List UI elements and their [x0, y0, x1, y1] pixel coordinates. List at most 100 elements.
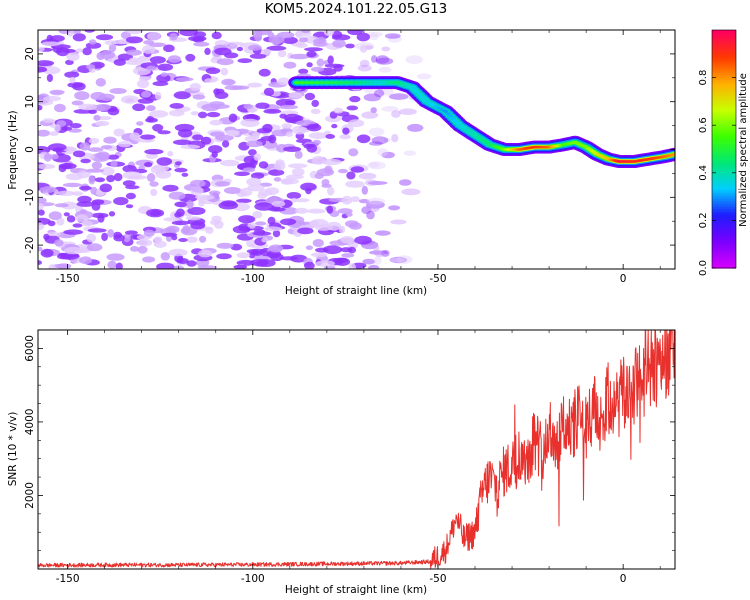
- noise-blob: [189, 179, 206, 188]
- snr-plot-area: [38, 330, 675, 569]
- noise-blob: [216, 242, 234, 249]
- noise-blob: [38, 260, 42, 265]
- noise-blob: [146, 173, 156, 182]
- colorbar-cell: [712, 258, 736, 261]
- noise-blob: [187, 207, 206, 215]
- colorbar-cell: [712, 246, 736, 249]
- colorbar-cell: [712, 131, 736, 134]
- noise-blob: [149, 181, 159, 187]
- noise-blob: [321, 158, 342, 166]
- noise-blob: [365, 204, 380, 213]
- ridge-cell: [409, 86, 416, 89]
- colorbar-cell: [712, 49, 736, 53]
- noise-blob: [167, 150, 174, 157]
- colorbar-cell: [712, 184, 736, 188]
- colorbar-cell: [712, 121, 736, 124]
- colorbar-cell: [712, 168, 736, 172]
- ridge-cell: [414, 90, 420, 94]
- noise-blob: [57, 190, 75, 196]
- noise-blob: [193, 41, 210, 47]
- colorbar-cell: [712, 202, 736, 206]
- noise-blob: [54, 203, 69, 208]
- noise-blob: [149, 56, 166, 64]
- noise-blob: [107, 260, 117, 269]
- noise-blob: [186, 260, 197, 267]
- noise-blob: [63, 212, 70, 217]
- noise-blob: [140, 90, 152, 98]
- noise-blob: [64, 71, 80, 78]
- noise-blob: [358, 199, 370, 204]
- noise-blob: [136, 121, 144, 126]
- noise-blob: [77, 195, 92, 204]
- colorbar-cell: [712, 141, 736, 144]
- noise-blob: [258, 68, 271, 77]
- noise-blob: [327, 55, 334, 65]
- colorbar-cell: [712, 212, 736, 216]
- colorbar-cell: [712, 216, 736, 220]
- colorbar-tick-label: 0.2: [698, 212, 709, 228]
- colorbar-cell: [712, 83, 736, 87]
- noise-blob: [109, 88, 127, 94]
- colorbar-cell: [712, 37, 736, 41]
- noise-blob: [312, 139, 321, 145]
- y-tick-label: 6000: [24, 335, 36, 362]
- noise-blob: [294, 150, 303, 159]
- noise-blob: [357, 64, 372, 72]
- colorbar-cell: [712, 262, 736, 265]
- noise-blob: [110, 160, 118, 168]
- colorbar-cell: [712, 198, 736, 202]
- noise-blob: [238, 215, 256, 224]
- colorbar-cell: [712, 178, 736, 182]
- noise-blob: [54, 103, 66, 113]
- colorbar-cell: [712, 200, 736, 204]
- noise-blob: [93, 114, 101, 121]
- noise-blob: [72, 33, 86, 42]
- colorbar-cell: [712, 71, 736, 75]
- noise-blob: [396, 255, 413, 264]
- noise-blob: [263, 87, 275, 96]
- noise-blob: [78, 103, 97, 111]
- noise-blob: [100, 166, 115, 176]
- noise-blob: [374, 251, 386, 257]
- colorbar-cell: [712, 206, 736, 210]
- colorbar-cell: [712, 150, 736, 154]
- noise-blob: [88, 175, 96, 185]
- noise-blob: [369, 250, 389, 255]
- ridge-cell: [672, 152, 675, 156]
- colorbar-cell: [712, 242, 736, 245]
- noise-blob: [300, 30, 311, 34]
- noise-blob: [327, 186, 335, 196]
- colorbar-cell: [712, 105, 736, 108]
- noise-blob: [200, 136, 212, 145]
- colorbar-cell: [712, 256, 736, 259]
- noise-blob: [280, 218, 297, 226]
- noise-blob: [272, 229, 281, 238]
- noise-blob: [295, 30, 303, 39]
- noise-blob: [360, 240, 379, 250]
- ridge-cell: [318, 81, 325, 84]
- noise-blob: [150, 188, 158, 197]
- x-tick-label: 0: [620, 573, 627, 585]
- noise-blob: [122, 171, 142, 180]
- ridge-cell: [442, 109, 449, 113]
- colorbar-cell: [712, 160, 736, 164]
- noise-blob: [101, 232, 108, 242]
- colorbar-cell: [712, 208, 736, 212]
- noise-blob: [254, 33, 262, 42]
- noise-blob: [365, 200, 385, 209]
- noise-blob: [234, 171, 250, 177]
- noise-blob: [197, 249, 213, 258]
- noise-blob: [87, 228, 107, 233]
- noise-blob: [267, 31, 275, 38]
- noise-blob: [41, 66, 61, 75]
- noise-blob: [71, 100, 84, 106]
- noise-blob: [120, 31, 131, 40]
- noise-blob: [268, 244, 284, 253]
- noise-blob: [108, 211, 116, 217]
- noise-blob: [166, 225, 180, 234]
- colorbar-cell: [712, 220, 736, 223]
- colorbar-cell: [712, 176, 736, 180]
- colorbar-cell: [712, 99, 736, 102]
- colorbar-cell: [712, 31, 736, 35]
- ridge-cell: [314, 81, 320, 84]
